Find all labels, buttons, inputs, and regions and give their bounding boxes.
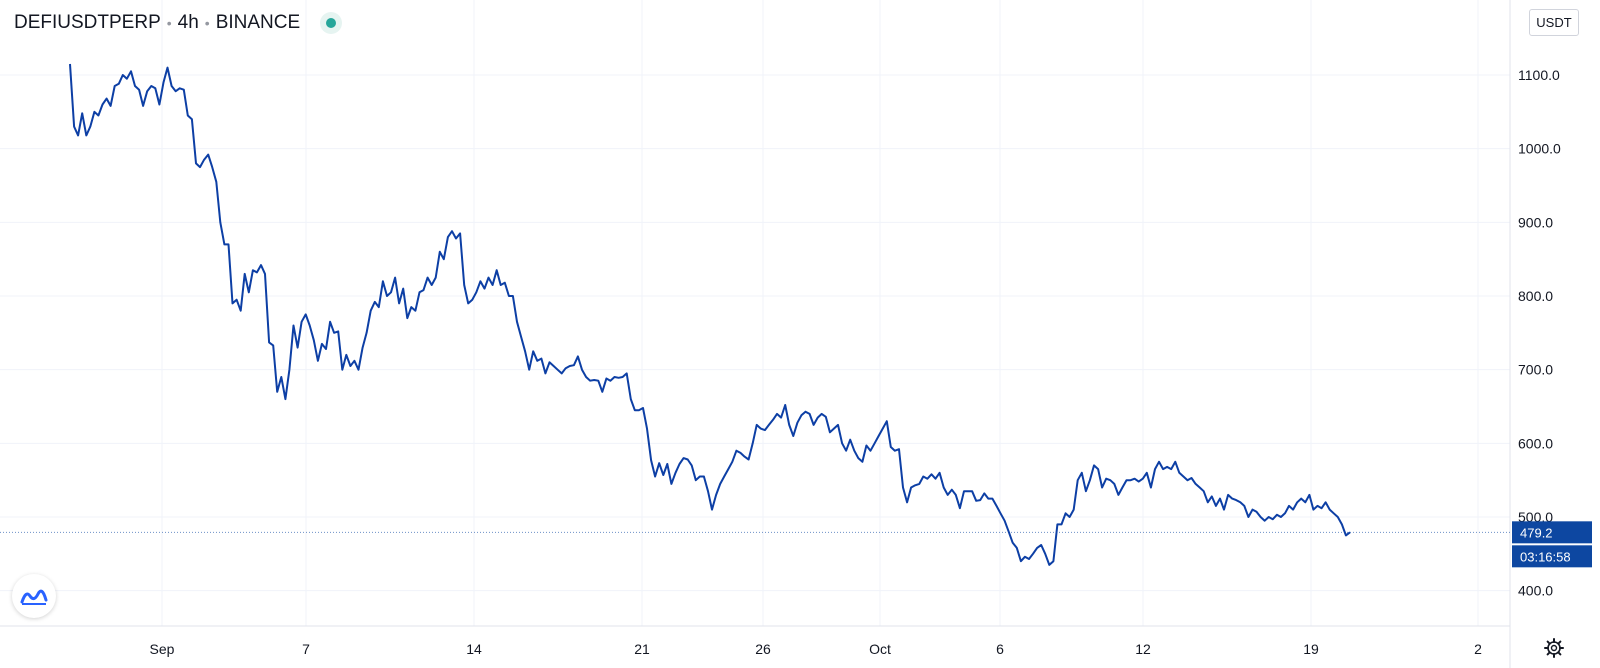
countdown-label-bg xyxy=(1512,545,1592,568)
symbol-name[interactable]: DEFIUSDTPERP xyxy=(14,12,161,33)
exchange-name: BINANCE xyxy=(215,12,301,33)
horizontal-gridlines xyxy=(0,74,1510,592)
series-line xyxy=(69,63,1351,566)
price-tick-label: 400.0 xyxy=(1518,583,1553,599)
time-tick-label: 14 xyxy=(466,641,482,657)
time-tick-label: 6 xyxy=(996,641,1004,657)
chart-header[interactable]: DEFIUSDTPERP • 4h • BINANCE xyxy=(14,10,343,36)
time-tick-label: Sep xyxy=(150,641,175,657)
bar-countdown: 03:16:58 xyxy=(1520,549,1571,564)
price-tick-label: 600.0 xyxy=(1518,435,1553,451)
price-tick-label: 500.0 xyxy=(1518,509,1553,525)
time-tick-label: 12 xyxy=(1135,641,1151,657)
header-separator: • xyxy=(166,15,172,31)
vertical-gridlines xyxy=(161,0,1479,626)
interval-label[interactable]: 4h xyxy=(177,12,199,33)
price-tick-label: 1000.0 xyxy=(1518,141,1561,157)
gear-icon[interactable] xyxy=(1541,635,1567,661)
time-tick-label: 7 xyxy=(302,641,310,657)
currency-button[interactable]: USDT xyxy=(1529,9,1579,36)
time-axis-labels: Sep 7 14 21 26 Oct 6 12 19 2 xyxy=(150,641,1483,657)
time-tick-label: 19 xyxy=(1303,641,1319,657)
time-tick-label: 26 xyxy=(755,641,771,657)
time-tick-label: 2 xyxy=(1474,641,1482,657)
time-tick-label: 21 xyxy=(634,641,650,657)
price-tick-label: 700.0 xyxy=(1518,362,1553,378)
header-separator: • xyxy=(204,15,210,31)
price-axis-labels: 400.0 500.0 600.0 700.0 800.0 900.0 1000.0 1100… xyxy=(1518,67,1561,599)
last-price-label-bg xyxy=(1512,521,1592,544)
time-tick-label: Oct xyxy=(869,641,891,657)
price-tick-label: 1100.0 xyxy=(1518,67,1560,83)
live-status-dot-icon xyxy=(320,12,343,34)
last-price-value: 479.2 xyxy=(1520,525,1553,540)
last-price-badge: 479.2 03:16:58 xyxy=(1512,521,1592,568)
tradingview-logo-icon[interactable] xyxy=(12,574,56,618)
price-tick-label: 800.0 xyxy=(1518,288,1553,304)
price-tick-label: 900.0 xyxy=(1518,214,1553,230)
